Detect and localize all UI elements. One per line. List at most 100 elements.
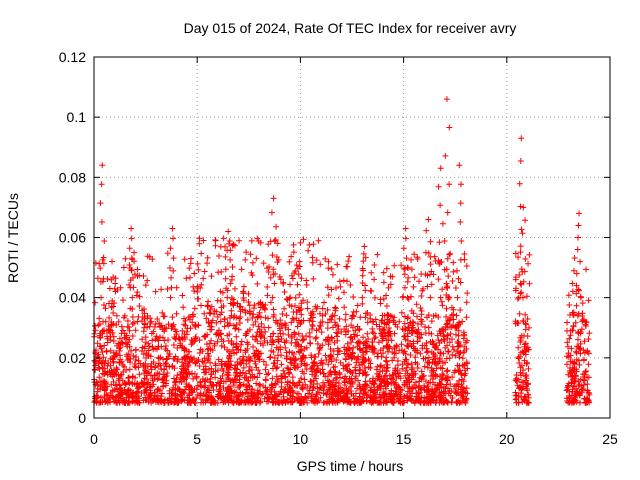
data-point [337, 374, 344, 381]
data-point [524, 344, 531, 351]
data-point [235, 346, 242, 353]
data-point [118, 358, 125, 365]
data-point [383, 302, 390, 309]
data-point [274, 240, 281, 247]
data-point [424, 283, 431, 290]
data-point [284, 364, 291, 371]
data-point [577, 350, 584, 357]
data-point [569, 280, 576, 287]
data-point [322, 311, 329, 318]
data-point [102, 357, 109, 364]
data-point [383, 358, 390, 365]
data-point [518, 378, 525, 385]
data-point [319, 305, 326, 312]
data-point [264, 339, 271, 346]
data-point [449, 277, 456, 284]
y-tick-label: 0.02 [59, 350, 86, 366]
data-point [391, 262, 398, 269]
data-point [520, 204, 527, 211]
data-point [235, 326, 242, 333]
data-point [374, 251, 381, 258]
data-point [579, 300, 586, 307]
data-point [104, 399, 111, 406]
data-point [445, 373, 452, 380]
data-point [184, 363, 191, 370]
data-point [126, 380, 133, 387]
data-point [238, 399, 245, 406]
data-point [355, 340, 362, 347]
data-point [290, 308, 297, 315]
data-point [425, 324, 432, 331]
data-point [307, 340, 314, 347]
data-point [192, 359, 199, 366]
data-point [518, 289, 525, 296]
data-point [519, 399, 526, 406]
data-point [101, 342, 108, 349]
data-point [296, 379, 303, 386]
data-point [120, 368, 127, 375]
data-point [196, 240, 203, 247]
data-point [169, 225, 176, 232]
data-point [580, 377, 587, 384]
data-point [525, 399, 532, 406]
data-point [251, 302, 258, 309]
data-point [116, 375, 123, 382]
data-point [208, 303, 215, 310]
data-point [139, 307, 146, 314]
data-point [197, 379, 204, 386]
data-point [354, 332, 361, 339]
data-point [409, 372, 416, 379]
data-point [305, 247, 312, 254]
data-point [229, 273, 236, 280]
data-point [214, 393, 221, 400]
data-point [170, 235, 177, 242]
data-point [128, 255, 135, 262]
data-point [252, 360, 259, 367]
data-point [574, 336, 581, 343]
data-point [233, 389, 240, 396]
data-point [135, 393, 142, 400]
data-point [122, 389, 129, 396]
data-point [104, 362, 111, 369]
data-point [575, 310, 582, 317]
data-point [460, 385, 467, 392]
data-point [109, 329, 116, 336]
data-point [334, 351, 341, 358]
data-point [516, 359, 523, 366]
data-point [278, 399, 285, 406]
data-point [309, 363, 316, 370]
data-point [403, 255, 410, 262]
data-point [289, 275, 296, 282]
data-point [126, 366, 133, 373]
data-point [174, 372, 181, 379]
data-point [230, 301, 237, 308]
data-point [112, 280, 119, 287]
data-point [244, 377, 251, 384]
data-point [307, 378, 314, 385]
data-point [359, 272, 366, 279]
data-point [165, 321, 172, 328]
data-point [201, 268, 208, 275]
data-point [446, 294, 453, 301]
data-point [418, 368, 425, 375]
data-point [267, 391, 274, 398]
data-point [336, 315, 343, 322]
data-point [447, 381, 454, 388]
data-point [257, 382, 264, 389]
data-point [263, 361, 270, 368]
data-point [142, 282, 149, 289]
data-point [208, 382, 215, 389]
data-point [433, 365, 440, 372]
data-point [445, 273, 452, 280]
data-point [566, 394, 573, 401]
data-point [98, 181, 105, 188]
data-point [439, 220, 446, 227]
data-point [155, 375, 162, 382]
data-point [347, 282, 354, 289]
data-point [383, 292, 390, 299]
data-point [265, 370, 272, 377]
data-point [109, 387, 116, 394]
data-point [106, 314, 113, 321]
data-point [227, 256, 234, 263]
data-point [109, 356, 116, 363]
